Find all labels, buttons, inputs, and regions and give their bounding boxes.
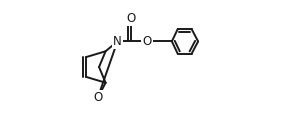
Text: N: N [113, 35, 122, 48]
Text: O: O [127, 12, 136, 25]
Text: O: O [93, 91, 102, 104]
Text: O: O [142, 35, 152, 48]
